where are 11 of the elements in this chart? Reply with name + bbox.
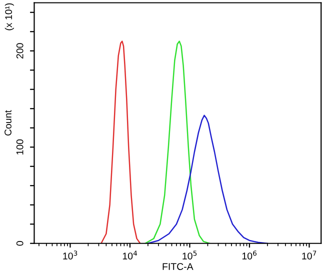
y-tick-label: 100: [16, 139, 24, 154]
y-tick-label: 200: [16, 43, 24, 58]
y-axis-title: Count: [4, 110, 12, 136]
x-tick-label: 10$^{6}$: [242, 250, 257, 260]
x-axis-title: FITC-A: [162, 263, 194, 270]
x-tick-label: 10$^{5}$: [182, 250, 197, 260]
x-tick-label: 10$^{4}$: [122, 250, 138, 260]
y-tick-label: 0: [16, 241, 24, 246]
text: (x 10¹): [4, 3, 14, 30]
x-tick-label: 10$^{3}$: [63, 250, 78, 260]
x-tick-label: 10$^{7}$: [302, 250, 316, 260]
